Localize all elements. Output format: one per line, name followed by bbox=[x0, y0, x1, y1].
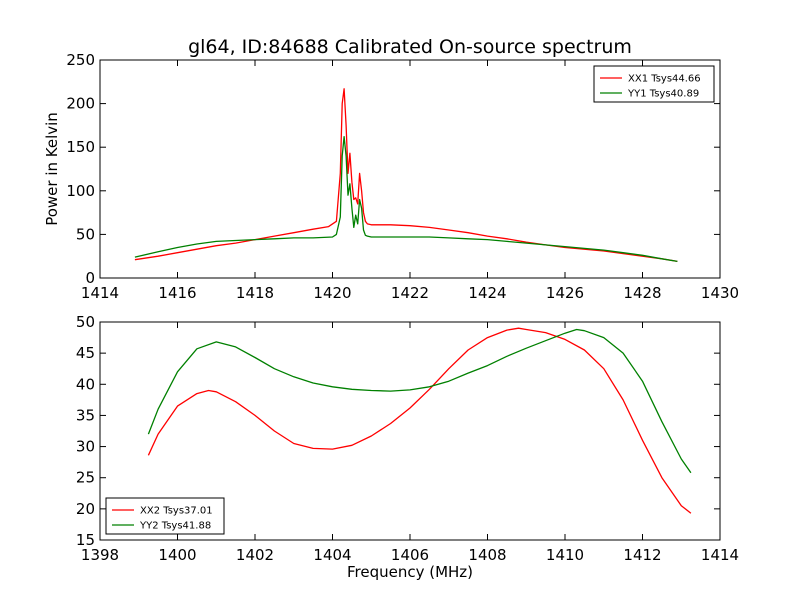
top-x-tick-label-4: 1422 bbox=[391, 284, 429, 302]
top-x-tick-label-7: 1428 bbox=[623, 284, 661, 302]
bottom-x-tick-label-3: 1404 bbox=[313, 546, 351, 564]
bottom-y-tick-label-3: 30 bbox=[76, 438, 95, 456]
bottom-y-tick-label-5: 40 bbox=[76, 375, 95, 393]
bottom-y-tick-label-7: 50 bbox=[76, 313, 95, 331]
bottom-x-tick-label-0: 1398 bbox=[81, 546, 119, 564]
top-y-tick-label-2: 100 bbox=[66, 182, 95, 200]
top-legend: XX1 Tsys44.66 YY1 Tsys40.89 bbox=[593, 65, 715, 103]
top-y-tick-label-5: 250 bbox=[66, 51, 95, 69]
top-x-tick-label-1: 1416 bbox=[158, 284, 196, 302]
bottom-legend-label-1: YY2 Tsys41.88 bbox=[139, 521, 211, 532]
bottom-y-tick-label-0: 15 bbox=[76, 531, 95, 549]
figure-title: gl64, ID:84688 Calibrated On-source spec… bbox=[188, 36, 632, 58]
top-y-tick-label-1: 50 bbox=[76, 225, 95, 243]
bottom-y-tick-label-6: 45 bbox=[76, 344, 95, 362]
bottom-x-tick-label-2: 1402 bbox=[236, 546, 274, 564]
top-series-line-1 bbox=[134, 136, 678, 263]
top-y-tick-label-0: 0 bbox=[85, 269, 95, 287]
bottom-x-tick-label-4: 1406 bbox=[391, 546, 429, 564]
bottom-x-tick-label-8: 1414 bbox=[701, 546, 739, 564]
y-axis-label: Power in Kelvin bbox=[43, 112, 61, 226]
top-plot-panel: 1414 1416 1418 1420 1422 1424 1426 1428 1430 0 50 1… bbox=[66, 51, 739, 302]
bottom-y-tick-label-4: 35 bbox=[76, 406, 95, 424]
bottom-x-tick-label-1: 1400 bbox=[158, 546, 196, 564]
top-x-tick-label-5: 1424 bbox=[468, 284, 506, 302]
bottom-x-tick-label-7: 1412 bbox=[623, 546, 661, 564]
top-x-tick-label-3: 1420 bbox=[313, 284, 351, 302]
top-x-tick-label-6: 1426 bbox=[546, 284, 584, 302]
bottom-series-line-0 bbox=[147, 327, 692, 514]
bottom-x-tick-label-5: 1408 bbox=[468, 546, 506, 564]
bottom-legend-box bbox=[105, 497, 225, 535]
top-y-tick-label-4: 200 bbox=[66, 95, 95, 113]
bottom-legend: XX2 Tsys37.01 YY2 Tsys41.88 bbox=[105, 497, 225, 535]
bottom-series-line-1 bbox=[147, 328, 692, 474]
bottom-y-tick-label-2: 25 bbox=[76, 469, 95, 487]
x-axis-label: Frequency (MHz) bbox=[347, 563, 473, 581]
top-x-tick-label-0: 1414 bbox=[81, 284, 119, 302]
bottom-y-tick-label-1: 20 bbox=[76, 500, 95, 518]
top-legend-label-0: XX1 Tsys44.66 bbox=[628, 74, 701, 85]
top-series-line-0 bbox=[134, 88, 678, 263]
top-legend-box bbox=[593, 65, 715, 103]
bottom-legend-label-0: XX2 Tsys37.01 bbox=[140, 506, 213, 517]
bottom-x-tick-label-6: 1410 bbox=[546, 546, 584, 564]
top-x-tick-label-2: 1418 bbox=[236, 284, 274, 302]
top-y-tick-label-3: 150 bbox=[66, 138, 95, 156]
top-legend-label-1: YY1 Tsys40.89 bbox=[627, 89, 699, 100]
bottom-plot-panel: 1398 1400 1402 1404 1406 1408 1410 1412 1414 15 20… bbox=[76, 313, 739, 564]
top-x-tick-label-8: 1430 bbox=[701, 284, 739, 302]
